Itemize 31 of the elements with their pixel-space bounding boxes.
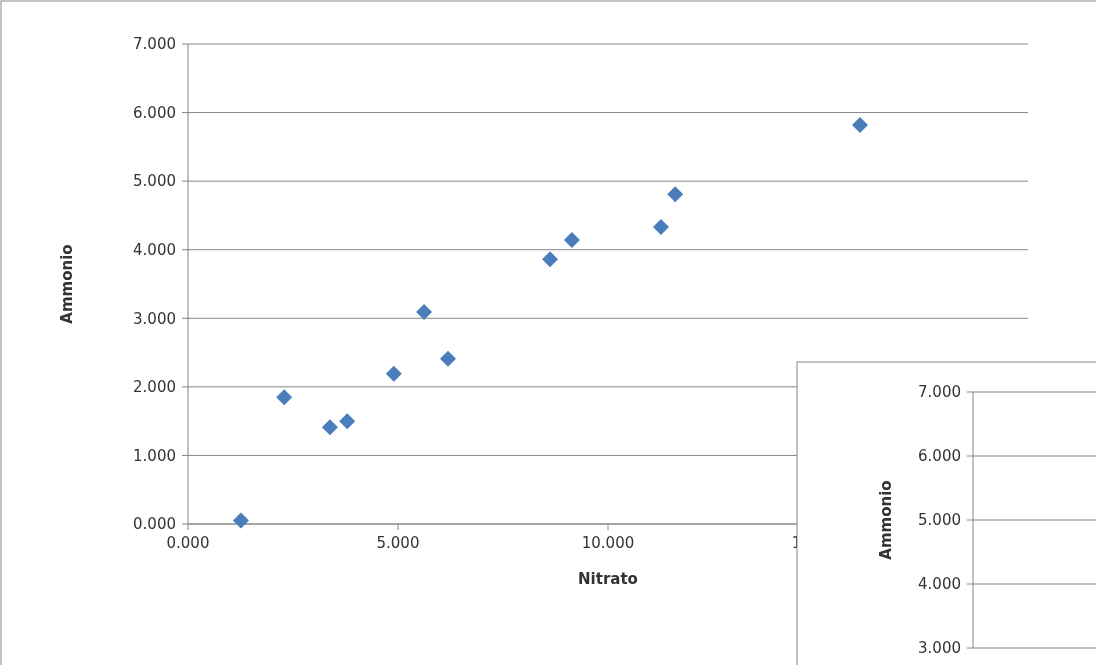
point: [852, 116, 868, 133]
y-tick-label: 7.000: [133, 35, 176, 54]
y-tick-label: 2.000: [133, 378, 176, 397]
y-tick-label: 7.000: [918, 383, 961, 402]
point: [232, 512, 249, 529]
x-tick-label: 10.000: [581, 534, 635, 552]
y-tick-label: 3.000: [133, 309, 176, 328]
y-tick-label: 5.000: [133, 172, 176, 191]
y-tick-label: 1.000: [133, 446, 176, 465]
point: [321, 419, 338, 436]
x-axis-title: Nitrato: [578, 570, 638, 588]
y-tick-label: 6.000: [918, 447, 961, 466]
point: [416, 304, 433, 321]
x-tick-label: 0.000: [166, 534, 210, 552]
y-tick-label: 0.000: [133, 515, 176, 534]
point: [542, 251, 559, 268]
point: [667, 186, 684, 203]
point: [385, 365, 402, 382]
point: [652, 219, 669, 236]
y-tick-label: 3.000: [918, 639, 961, 658]
point: [563, 232, 580, 249]
y-tick-label: 4.000: [133, 240, 176, 259]
y-tick-label: 6.000: [133, 103, 176, 122]
x-tick-label: 5.000: [376, 534, 420, 552]
point: [276, 389, 293, 406]
y-tick-label: 5.000: [918, 511, 961, 530]
y-axis-title: Ammonio: [877, 480, 895, 560]
y-tick-label: 4.000: [918, 575, 961, 594]
y-axis-title: Ammonio: [58, 244, 76, 324]
point: [439, 350, 456, 367]
point: [339, 413, 356, 430]
